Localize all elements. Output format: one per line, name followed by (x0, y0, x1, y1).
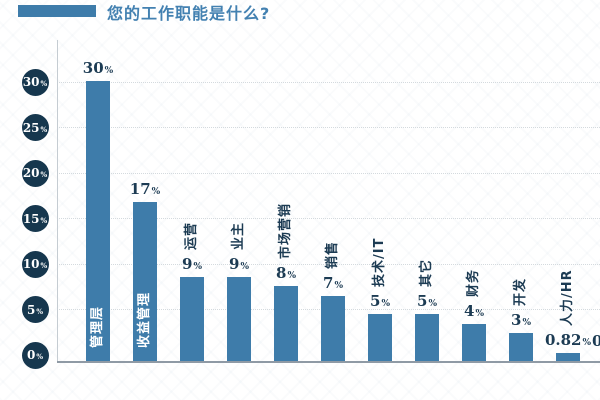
x-axis-line (57, 361, 600, 363)
y-axis-tick: 15% (21, 205, 49, 232)
percent-sign: % (334, 280, 343, 291)
bar-category-label: 开发 (513, 277, 528, 306)
bar-财务 (462, 323, 486, 361)
y-axis-tick: 25% (21, 114, 49, 141)
bar-category-label: 技术/IT (372, 237, 387, 288)
bar-value-label: 30% (53, 59, 143, 77)
bar-人力/HR (556, 353, 580, 361)
bar-市场营销 (274, 286, 298, 361)
percent-sign: % (40, 261, 48, 270)
y-axis-tick: 5% (21, 296, 49, 323)
value-number: 7 (323, 273, 334, 292)
tick-value: 15 (22, 211, 40, 226)
chart-header: 您的工作职能是什么? (0, 0, 600, 26)
bar-value-label: 5% (335, 292, 425, 310)
bar-value-label: 9% (194, 255, 284, 273)
tick-value: 25 (22, 120, 40, 135)
bar-category-label: 人力/HR (560, 269, 575, 327)
value-number: 8 (276, 264, 287, 283)
value-number: 9 (229, 254, 240, 273)
percent-sign: % (522, 317, 531, 328)
bar-value-label: 17% (100, 180, 190, 198)
percent-sign: % (40, 79, 48, 88)
bar-category-label: 财务 (466, 268, 481, 297)
tick-value: 20 (22, 166, 40, 180)
bar-category-label: 销售 (325, 240, 340, 269)
value-number: 5 (417, 292, 428, 311)
bar-category-label: 市场营销 (278, 203, 293, 260)
bar-value-label: 3% (476, 311, 566, 329)
chart-title: 您的工作职能是什么? (107, 4, 271, 23)
bar-技术/IT (368, 314, 392, 361)
bar-value-label: 7% (288, 274, 378, 292)
percent-sign: % (40, 124, 48, 134)
percent-sign: % (40, 215, 48, 225)
bar-收益管理 (133, 202, 157, 361)
y-axis-tick: 30% (21, 68, 49, 96)
percent-sign: % (36, 306, 43, 316)
percent-sign: % (240, 261, 249, 272)
bar-category-label: 收益管理 (137, 291, 152, 348)
y-axis-tick: 20% (21, 159, 49, 187)
value-number: 0.82 (544, 331, 582, 350)
gridline (57, 263, 600, 265)
percent-sign: % (40, 170, 48, 179)
y-axis-tick: 10% (21, 250, 49, 278)
percent-sign: % (428, 299, 437, 310)
tick-value: 5 (26, 302, 36, 317)
percent-sign: % (36, 352, 43, 361)
tick-value: 0 (26, 348, 36, 362)
tick-value: 30 (22, 75, 40, 89)
percent-sign: % (193, 261, 202, 272)
bar-category-label: 业主 (231, 221, 246, 250)
bar-业主 (227, 276, 251, 361)
bar-其它 (415, 314, 439, 361)
percent-sign: % (151, 187, 161, 198)
bar-value-label: 0.82% (523, 331, 600, 349)
bar-销售 (321, 295, 345, 361)
gridline (57, 218, 600, 219)
title-marker-bar (18, 5, 96, 17)
gridline (57, 127, 600, 128)
value-number: 30 (82, 58, 104, 77)
value-number: 9 (182, 254, 193, 273)
partial-next-value: 0 (592, 332, 600, 350)
percent-sign: % (104, 65, 114, 76)
percent-sign: % (582, 338, 592, 349)
bar-开发 (509, 332, 533, 361)
value-number: 4 (464, 301, 475, 320)
percent-sign: % (475, 308, 484, 319)
gridline (57, 172, 600, 174)
bar-category-label: 管理层 (90, 305, 105, 348)
percent-sign: % (287, 271, 296, 282)
value-number: 5 (370, 292, 381, 311)
bar-运营 (180, 276, 204, 361)
bar-category-label: 其它 (419, 259, 434, 288)
tick-value: 10 (22, 257, 40, 271)
bar-value-label: 4% (429, 302, 519, 320)
bar-管理层 (86, 80, 110, 361)
percent-sign: % (381, 299, 390, 310)
gridline (57, 81, 600, 83)
bar-category-label: 运营 (184, 221, 199, 250)
value-number: 3 (511, 310, 522, 329)
bar-value-label: 5% (382, 292, 472, 310)
y-axis-line (57, 40, 58, 361)
y-axis-tick: 0% (21, 341, 49, 369)
bar-value-label: 8% (241, 264, 331, 282)
value-number: 17 (129, 180, 151, 199)
bar-value-label: 9% (147, 255, 237, 273)
